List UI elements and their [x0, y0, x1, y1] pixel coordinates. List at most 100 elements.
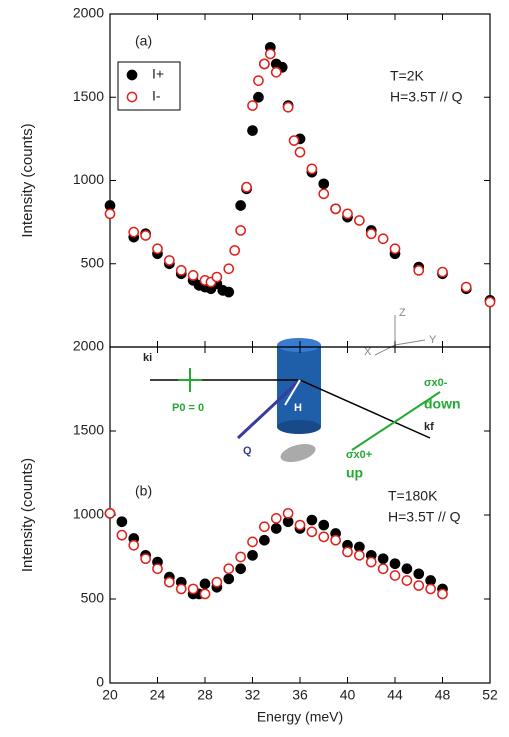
data-point	[128, 539, 140, 551]
data-point	[223, 263, 235, 275]
inset-label: H	[294, 402, 302, 414]
data-point	[401, 575, 413, 586]
cylinder-bottom	[277, 420, 321, 434]
annotation: H=3.5T // Q	[390, 89, 463, 105]
data-point	[437, 588, 448, 600]
data-point	[140, 553, 151, 565]
data-point	[389, 570, 401, 581]
y-tick-label: 1500	[73, 88, 104, 104]
data-point	[294, 519, 306, 531]
data-point	[164, 576, 175, 588]
x-tick-label: 36	[292, 687, 308, 703]
data-point	[306, 526, 318, 538]
data-point	[235, 200, 246, 211]
q-arrow	[236, 378, 302, 440]
data-point	[211, 271, 223, 283]
data-point	[235, 563, 246, 575]
data-point	[270, 66, 282, 78]
data-point	[425, 583, 436, 595]
inset-label: Z	[399, 307, 406, 319]
y-tick-label: 500	[81, 254, 105, 270]
data-point	[282, 507, 294, 519]
data-point	[377, 233, 389, 245]
data-point	[484, 296, 496, 308]
y-tick-label: 1500	[73, 422, 104, 438]
data-point	[223, 563, 235, 575]
legend-box	[117, 61, 181, 111]
data-point	[264, 48, 276, 60]
shadow	[280, 443, 316, 463]
inset: ki P0 = 0 H Q kf σx0- down σx0+ up Z X Y	[143, 307, 461, 481]
data-point	[152, 563, 163, 575]
data-point	[413, 265, 425, 276]
data-point	[253, 75, 264, 86]
data-point	[116, 529, 128, 541]
data-point	[116, 516, 128, 528]
inset-label: kf	[424, 421, 434, 433]
y-tick-label: 1000	[73, 171, 104, 187]
y-tick-label: 2000	[73, 338, 104, 354]
data-point	[211, 576, 223, 588]
y-axis-label: Intensity (counts)	[19, 123, 36, 237]
data-point	[104, 507, 116, 519]
x-axis-label: Energy (meV)	[257, 709, 343, 725]
data-point	[389, 243, 401, 255]
y-tick-label: 0	[96, 674, 104, 690]
data-point	[282, 101, 294, 113]
data-point	[318, 519, 330, 531]
data-point	[318, 188, 330, 200]
panel-label: (b)	[135, 483, 152, 499]
data-point	[354, 215, 365, 226]
inset-label: up	[346, 465, 363, 481]
inset-label: ki	[143, 352, 152, 364]
data-point	[259, 521, 270, 533]
data-point	[247, 549, 258, 561]
data-point	[288, 135, 300, 146]
annotation: T=180K	[388, 488, 438, 504]
data-point	[330, 534, 341, 546]
polarization-arrow	[351, 391, 441, 451]
data-point	[437, 266, 448, 278]
legend-marker	[126, 69, 138, 81]
data-point	[354, 549, 365, 561]
x-tick-label: 28	[197, 687, 213, 703]
data-point	[377, 553, 389, 565]
annotation: H=3.5T // Q	[388, 509, 461, 525]
data-point	[413, 580, 425, 591]
data-point	[223, 286, 235, 298]
x-tick-label: 24	[150, 687, 166, 703]
y-axis	[394, 339, 426, 346]
data-point	[401, 563, 413, 575]
cylinder-top	[277, 338, 321, 352]
data-point	[389, 558, 401, 570]
data-point	[377, 563, 389, 575]
legend-label: I-	[152, 88, 161, 104]
data-point	[306, 514, 318, 526]
data-point	[175, 265, 187, 276]
data-point	[247, 100, 258, 111]
data-point	[229, 245, 241, 256]
data-point	[342, 546, 353, 558]
data-point	[318, 531, 330, 543]
y-axis-label: Intensity (counts)	[19, 458, 36, 572]
data-point	[187, 583, 199, 595]
inset-label: σx0-	[424, 377, 448, 389]
data-point	[253, 91, 264, 103]
data-point	[235, 225, 246, 236]
data-point	[104, 208, 116, 220]
data-point	[247, 536, 258, 548]
data-point	[365, 228, 377, 240]
inset-label: down	[424, 396, 461, 412]
data-point	[199, 578, 211, 590]
data-point	[318, 178, 330, 190]
data-point	[152, 243, 163, 255]
data-point	[140, 230, 151, 241]
legend-label: I+	[152, 66, 164, 82]
h-arrow	[284, 379, 301, 406]
data-point	[460, 281, 472, 293]
scattered-beam	[299, 379, 431, 439]
y-tick-label: 2000	[73, 5, 104, 21]
x-tick-label: 40	[340, 687, 356, 703]
data-point	[259, 534, 270, 546]
